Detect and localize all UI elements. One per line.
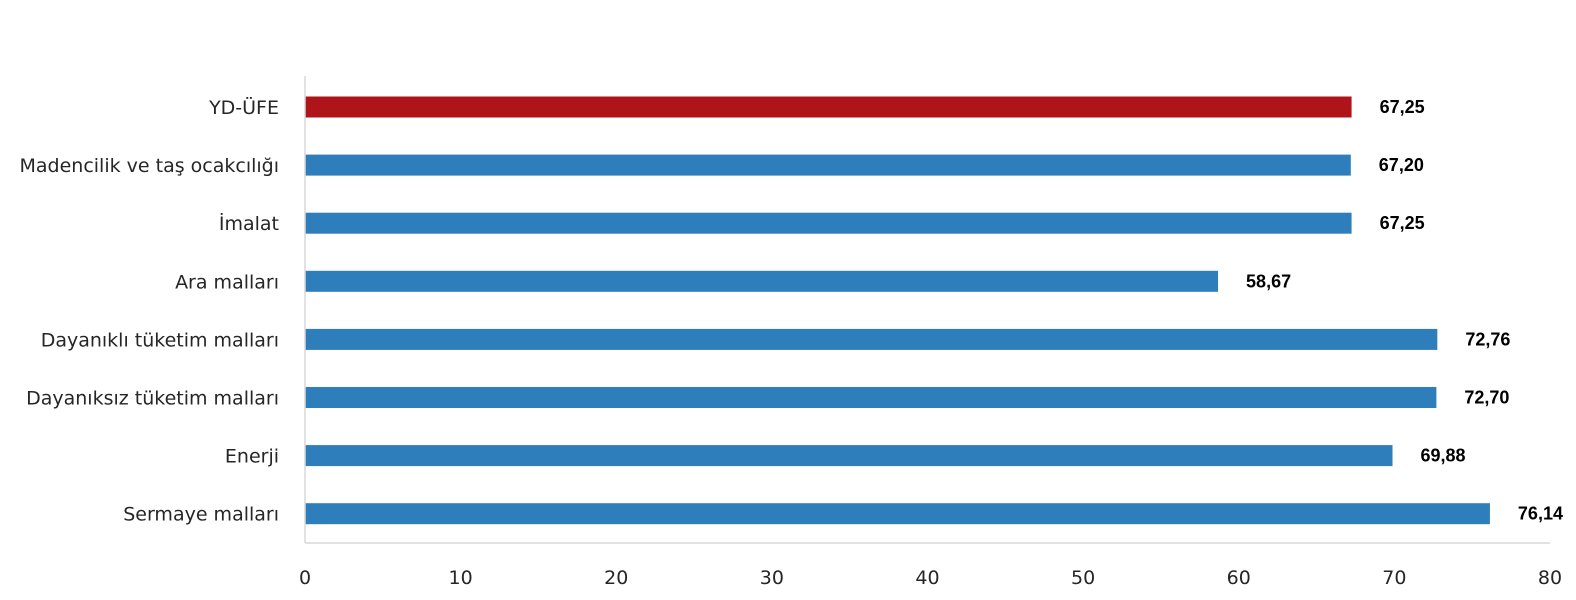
category-label: Enerji [225, 446, 279, 468]
x-tick-label: 60 [1227, 567, 1251, 589]
bar [305, 96, 1352, 118]
category-label: İmalat [219, 212, 279, 235]
x-tick-label: 10 [449, 567, 473, 589]
value-label: 72,76 [1465, 329, 1510, 349]
x-tick-label: 0 [299, 567, 311, 589]
x-tick-label: 80 [1538, 567, 1562, 589]
bars-layer [305, 96, 1490, 525]
bar [305, 154, 1351, 176]
bar [305, 387, 1437, 408]
bar [305, 328, 1438, 350]
category-label: Dayanıksız tüketim malları [26, 388, 279, 410]
category-label: YD-ÜFE [208, 96, 279, 119]
value-label: 69,88 [1421, 446, 1466, 466]
value-labels: 67,25 67,20 67,25 58,67 72,76 72,70 69,88 76,14 [1246, 97, 1563, 524]
value-label: 67,25 [1380, 213, 1425, 233]
x-tick-label: 40 [915, 567, 939, 589]
value-label: 58,67 [1246, 271, 1291, 291]
bar [305, 445, 1393, 467]
x-tick-label: 50 [1071, 567, 1095, 589]
bar [305, 270, 1219, 292]
value-label: 67,25 [1380, 97, 1425, 117]
x-tick-label: 30 [760, 567, 784, 589]
value-label: 76,14 [1518, 504, 1563, 524]
x-tick-labels: 0 10 20 30 40 50 60 70 80 [299, 567, 1562, 589]
axes [304, 76, 1550, 544]
category-label: Madencilik ve taş ocakcılığı [20, 155, 280, 177]
value-label: 67,20 [1379, 155, 1424, 175]
x-tick-label: 70 [1382, 567, 1406, 589]
bar [305, 212, 1352, 234]
category-label: Dayanıklı tüketim malları [41, 329, 279, 351]
bar [305, 503, 1490, 525]
category-labels: YD-ÜFE Madencilik ve taş ocakcılığı İmalat… [20, 96, 280, 526]
category-label: Sermaye malları [123, 504, 279, 526]
category-label: Ara malları [175, 271, 279, 293]
value-label: 72,70 [1464, 388, 1509, 408]
x-tick-label: 20 [604, 567, 628, 589]
